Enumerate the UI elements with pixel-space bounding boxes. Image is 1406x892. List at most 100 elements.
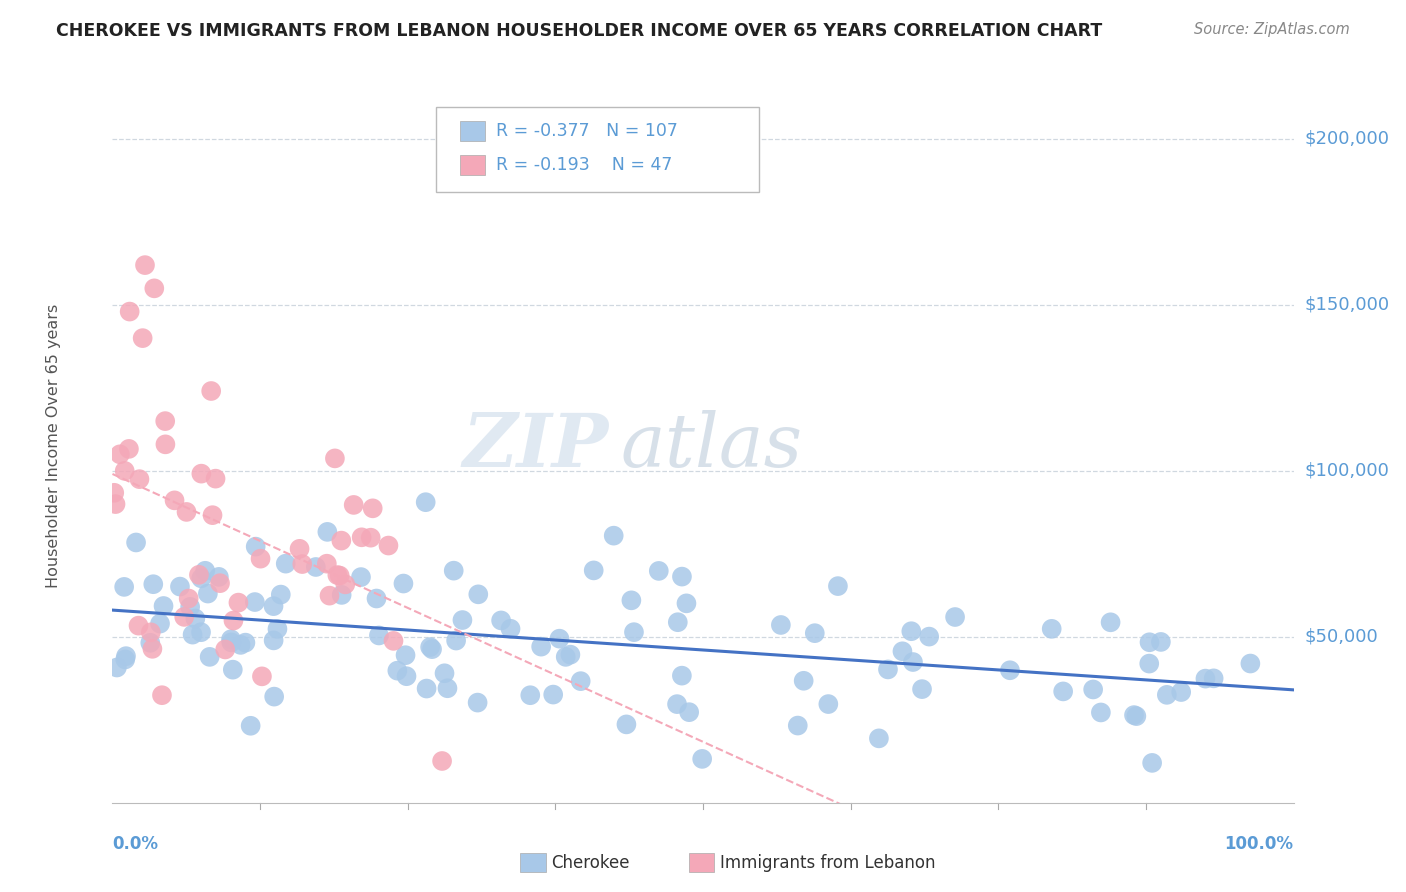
Point [204, 472, 226, 486]
Point [377, 539, 399, 553]
Point [222, 663, 245, 677]
Point [184, 611, 207, 625]
Point [419, 640, 441, 654]
Point [214, 642, 236, 657]
Point [131, 331, 153, 345]
Point [530, 640, 553, 654]
Point [266, 622, 288, 636]
Point [467, 696, 489, 710]
Point [235, 635, 257, 649]
Point [1123, 708, 1146, 723]
Point [104, 497, 127, 511]
Point [288, 541, 311, 556]
Point [675, 596, 697, 610]
Point [103, 485, 125, 500]
Point [326, 568, 349, 582]
Point [335, 577, 357, 591]
Text: $100,000: $100,000 [1305, 462, 1389, 480]
Point [200, 384, 222, 398]
Point [1156, 688, 1178, 702]
Point [291, 557, 314, 571]
Point [360, 531, 382, 545]
Point [222, 614, 245, 628]
Point [366, 591, 388, 606]
Point [243, 595, 266, 609]
Point [219, 635, 242, 649]
Point [1125, 709, 1147, 723]
Point [1150, 635, 1173, 649]
Point [395, 669, 418, 683]
Point [1170, 685, 1192, 699]
Point [769, 618, 792, 632]
Point [219, 632, 242, 647]
Point [943, 610, 966, 624]
Point [901, 655, 924, 669]
Point [433, 666, 456, 681]
Point [150, 688, 173, 702]
Text: $200,000: $200,000 [1305, 130, 1389, 148]
Point [190, 467, 212, 481]
Point [678, 705, 700, 719]
Point [430, 754, 453, 768]
Point [115, 649, 138, 664]
Point [827, 579, 849, 593]
Point [690, 752, 713, 766]
Point [1099, 615, 1122, 630]
Point [1090, 706, 1112, 720]
Text: CHEROKEE VS IMMIGRANTS FROM LEBANON HOUSEHOLDER INCOME OVER 65 YEARS CORRELATION: CHEROKEE VS IMMIGRANTS FROM LEBANON HOUS… [56, 22, 1102, 40]
Point [350, 530, 373, 544]
Point [1052, 684, 1074, 698]
Point [163, 493, 186, 508]
Point [250, 669, 273, 683]
Point [623, 625, 645, 640]
Point [208, 570, 231, 584]
Point [382, 633, 405, 648]
Point [263, 599, 285, 614]
Point [194, 564, 217, 578]
Point [361, 501, 384, 516]
Text: Immigrants from Lebanon: Immigrants from Lebanon [720, 854, 935, 871]
Point [394, 648, 416, 663]
Text: 100.0%: 100.0% [1225, 835, 1294, 853]
Point [415, 495, 437, 509]
Point [569, 674, 592, 689]
Point [270, 588, 292, 602]
Point [134, 258, 156, 272]
Point [1139, 635, 1161, 649]
Point [891, 644, 914, 658]
Point [420, 642, 443, 657]
Point [911, 682, 934, 697]
Point [499, 622, 522, 636]
Point [415, 681, 437, 696]
Point [176, 505, 198, 519]
Point [1140, 756, 1163, 770]
Text: R = -0.377   N = 107: R = -0.377 N = 107 [496, 122, 678, 140]
Point [263, 633, 285, 648]
Point [666, 615, 689, 630]
Point [114, 652, 136, 666]
Point [125, 535, 148, 549]
Point [105, 660, 128, 674]
Point [179, 599, 201, 614]
Point [554, 649, 576, 664]
Point [793, 673, 815, 688]
Point [1202, 671, 1225, 685]
Text: 0.0%: 0.0% [112, 835, 159, 853]
Point [804, 626, 827, 640]
Point [155, 414, 177, 428]
Point [1137, 657, 1160, 671]
Point [208, 576, 231, 591]
Point [190, 571, 212, 585]
Point [149, 616, 172, 631]
Point [786, 718, 808, 732]
Point [671, 668, 693, 682]
Point [190, 625, 212, 640]
Point [620, 593, 643, 607]
Point [541, 688, 564, 702]
Point [444, 633, 467, 648]
Point [451, 613, 474, 627]
Point [305, 560, 328, 574]
Point [548, 632, 571, 646]
Point [443, 564, 465, 578]
Text: R = -0.193    N = 47: R = -0.193 N = 47 [496, 156, 672, 174]
